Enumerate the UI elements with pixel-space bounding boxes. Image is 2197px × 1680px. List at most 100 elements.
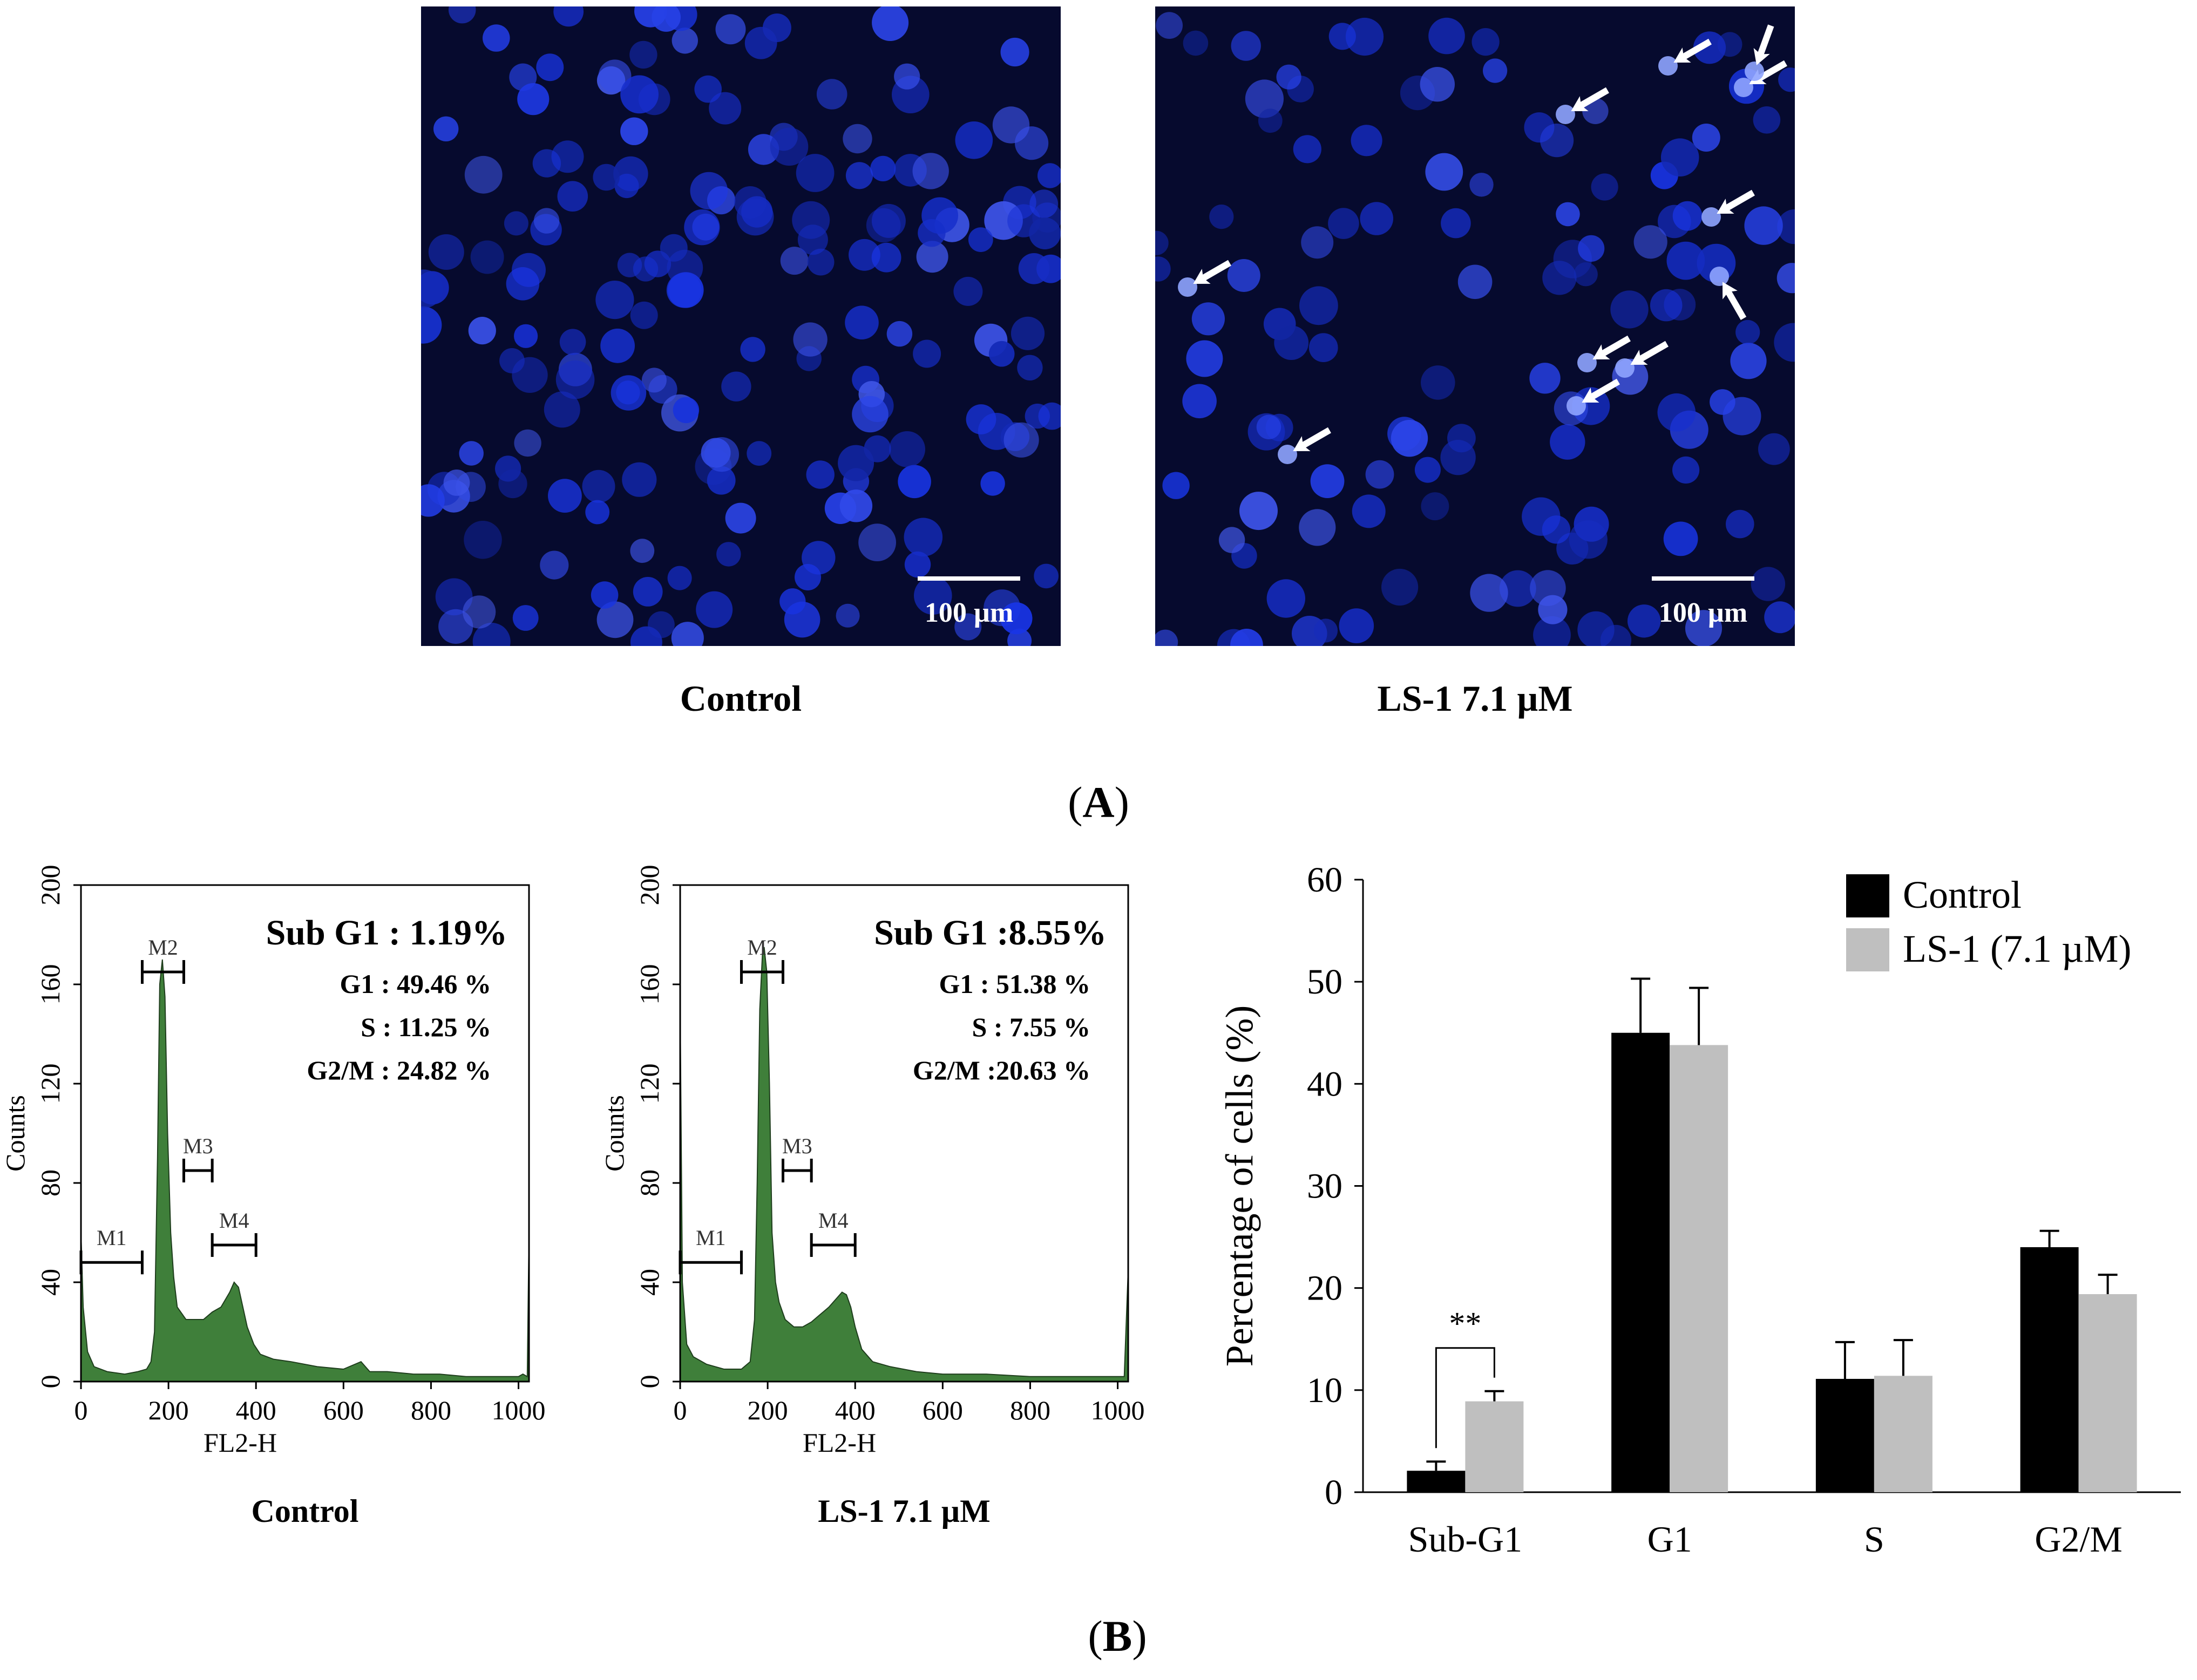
plot-frame (679, 884, 1129, 1383)
control-micrograph: 100 µm (421, 6, 1061, 646)
ls1-histogram: 0 200 400 600 800 1000 0 40 80 120 160 200 FL2-H Coun… (599, 865, 1145, 1529)
y-tick-label: 200 (35, 865, 65, 906)
nucleus (762, 13, 791, 42)
y-tick-label: 10 (1307, 1371, 1342, 1410)
nucleus (421, 484, 445, 517)
nucleus (1744, 206, 1783, 245)
nucleus (1574, 506, 1609, 542)
gate-label: M3 (782, 1134, 812, 1158)
x-tick-label: 600 (323, 1395, 364, 1425)
nucleus (1191, 302, 1225, 336)
nucleus (672, 28, 698, 54)
nucleus (1672, 201, 1703, 231)
nucleus (595, 281, 634, 319)
nucleus (1293, 135, 1321, 164)
nucleus (836, 603, 860, 628)
arrow-icon (1193, 260, 1231, 284)
nucleus (852, 396, 889, 433)
apoptotic-nucleus (1178, 277, 1197, 297)
nucleus (953, 276, 983, 306)
nucleus (1735, 319, 1760, 345)
nucleus (596, 601, 634, 638)
nucleus (512, 605, 539, 631)
arrow-icon-shape (1717, 189, 1755, 214)
nucleus (1258, 108, 1283, 133)
nucleus (472, 622, 511, 646)
nucleus (1011, 316, 1045, 350)
sub-g1-stat: Sub G1 : 1.19% (266, 913, 507, 953)
x-tick-label: 400 (236, 1395, 276, 1425)
nucleus (1274, 325, 1309, 360)
sub-g1-stat: Sub G1 :8.55% (874, 913, 1107, 953)
category-label: S (1864, 1519, 1884, 1560)
histogram-caption: Control (252, 1493, 359, 1529)
category-label: Sub-G1 (1408, 1519, 1523, 1560)
x-tick-label: 800 (1010, 1395, 1050, 1425)
nucleus (1276, 64, 1301, 90)
nucleus (793, 322, 828, 357)
nucleus (704, 437, 739, 472)
nucleus (1441, 208, 1471, 239)
nucleus (1328, 208, 1359, 239)
nucleus (696, 591, 733, 628)
arrow-icon-shape (1293, 427, 1331, 451)
nucleus (715, 14, 746, 45)
nucleus (904, 551, 931, 578)
nucleus (1218, 527, 1245, 553)
nucleus (779, 588, 806, 615)
nucleus (1299, 509, 1336, 546)
nucleus (1650, 289, 1683, 322)
gate-label: M2 (148, 935, 178, 960)
gate-label: M4 (818, 1208, 849, 1233)
y-tick-label: 0 (1325, 1473, 1342, 1512)
scale-bar-label: 100 µm (925, 597, 1013, 628)
nucleus (559, 329, 586, 355)
phase-stat: S : 11.25 % (361, 1012, 491, 1042)
panel-a-label: (A) (1068, 778, 1129, 827)
apoptotic-nucleus (1710, 267, 1729, 286)
nucleus (839, 489, 873, 522)
nucleus (512, 357, 548, 393)
arrow-icon (1582, 378, 1620, 403)
category-label: G2/M (2035, 1519, 2122, 1560)
nucleus (470, 240, 504, 274)
nucleus (694, 75, 722, 103)
nucleus (1155, 629, 1178, 646)
nucleus (1577, 611, 1615, 646)
nucleus (633, 256, 659, 282)
nucleus (1542, 515, 1571, 544)
nucleus (894, 63, 920, 90)
nucleus (684, 209, 720, 246)
significance-bracket (1435, 1347, 1495, 1448)
nucleus (904, 518, 943, 557)
apoptotic-nucleus (1734, 78, 1753, 97)
nucleus (1672, 456, 1700, 484)
nucleus (992, 106, 1030, 144)
nucleus (709, 92, 742, 125)
x-tick-label: 1000 (492, 1395, 546, 1425)
nucleus (1550, 424, 1585, 460)
nucleus (673, 397, 700, 424)
apoptotic-nucleus (1278, 445, 1297, 464)
cell-cycle-bar-chart: 0 10 20 30 40 50 60 Percentage of cells (%) Sub-… (1218, 860, 2181, 1560)
nucleus (1003, 422, 1039, 458)
nucleus (845, 162, 873, 189)
arrow-icon-shape (1673, 38, 1712, 63)
nucleus (1310, 464, 1345, 498)
nucleus (1660, 138, 1699, 176)
gate-label: M4 (219, 1208, 249, 1233)
panel-b-label: (B) (1088, 1611, 1147, 1661)
nucleus (1360, 202, 1393, 235)
nucleus (548, 479, 582, 513)
nucleus (1239, 492, 1278, 530)
arrow-icon (1592, 335, 1631, 359)
nucleus (1421, 492, 1449, 521)
nucleus (1425, 153, 1463, 191)
nucleus (614, 173, 639, 199)
nucleus (1428, 17, 1465, 55)
nucleus (1470, 574, 1508, 612)
phase-stat: G2/M : 24.82 % (307, 1055, 491, 1085)
nucleus (1352, 494, 1386, 528)
nucleus (796, 154, 835, 192)
apoptotic-nucleus (1567, 396, 1586, 416)
